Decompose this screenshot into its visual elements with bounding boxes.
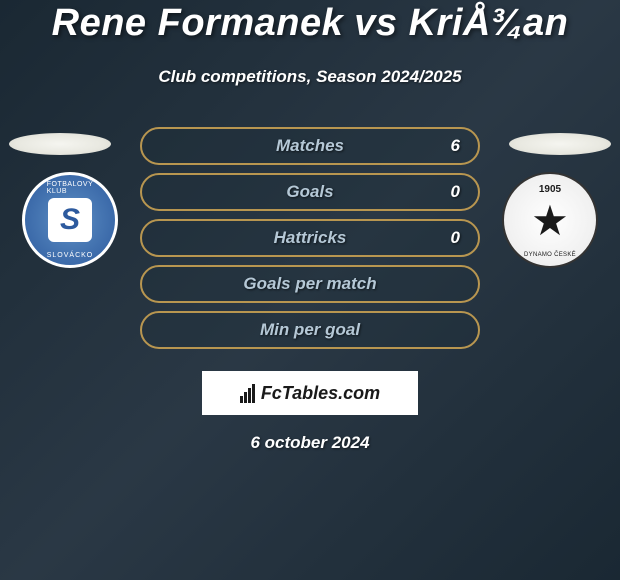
stat-label: Goals: [286, 182, 333, 202]
stat-row-matches: Matches 6: [140, 127, 480, 165]
player-spotlight-right: [509, 133, 611, 155]
stat-row-goals-per-match: Goals per match: [140, 265, 480, 303]
stats-table: Matches 6 Goals 0 Hattricks 0 Goals per …: [140, 127, 480, 357]
stat-row-min-per-goal: Min per goal: [140, 311, 480, 349]
stat-value-right: 0: [451, 228, 460, 248]
star-icon: ★: [531, 196, 569, 245]
badge-year: 1905: [539, 184, 561, 195]
logo-text: FcTables.com: [261, 383, 380, 404]
footer-date: 6 october 2024: [0, 433, 620, 453]
branding-logo[interactable]: FcTables.com: [202, 371, 418, 415]
stats-area: FOTBALOVÝ KLUB S SLOVÁCKO 1905 ★ DYNAMO …: [0, 127, 620, 357]
player-spotlight-left: [9, 133, 111, 155]
stat-label: Matches: [276, 136, 344, 156]
badge-letter: S: [48, 198, 92, 242]
stat-value-right: 6: [451, 136, 460, 156]
stat-value-right: 0: [451, 182, 460, 202]
badge-ring-top: FOTBALOVÝ KLUB: [47, 181, 94, 195]
subtitle: Club competitions, Season 2024/2025: [0, 67, 620, 87]
stat-label: Goals per match: [243, 274, 376, 294]
stat-label: Min per goal: [260, 320, 360, 340]
chart-icon: [240, 384, 255, 403]
page-title: Rene Formanek vs KriÅ¾an: [0, 0, 620, 45]
badge-ring-text: DYNAMO ČESKÉ: [524, 252, 576, 258]
team-badge-right: 1905 ★ DYNAMO ČESKÉ: [502, 172, 598, 268]
stat-row-goals: Goals 0: [140, 173, 480, 211]
badge-ring-bottom: SLOVÁCKO: [47, 252, 94, 259]
stat-row-hattricks: Hattricks 0: [140, 219, 480, 257]
stat-label: Hattricks: [274, 228, 347, 248]
team-badge-left: FOTBALOVÝ KLUB S SLOVÁCKO: [22, 172, 118, 268]
